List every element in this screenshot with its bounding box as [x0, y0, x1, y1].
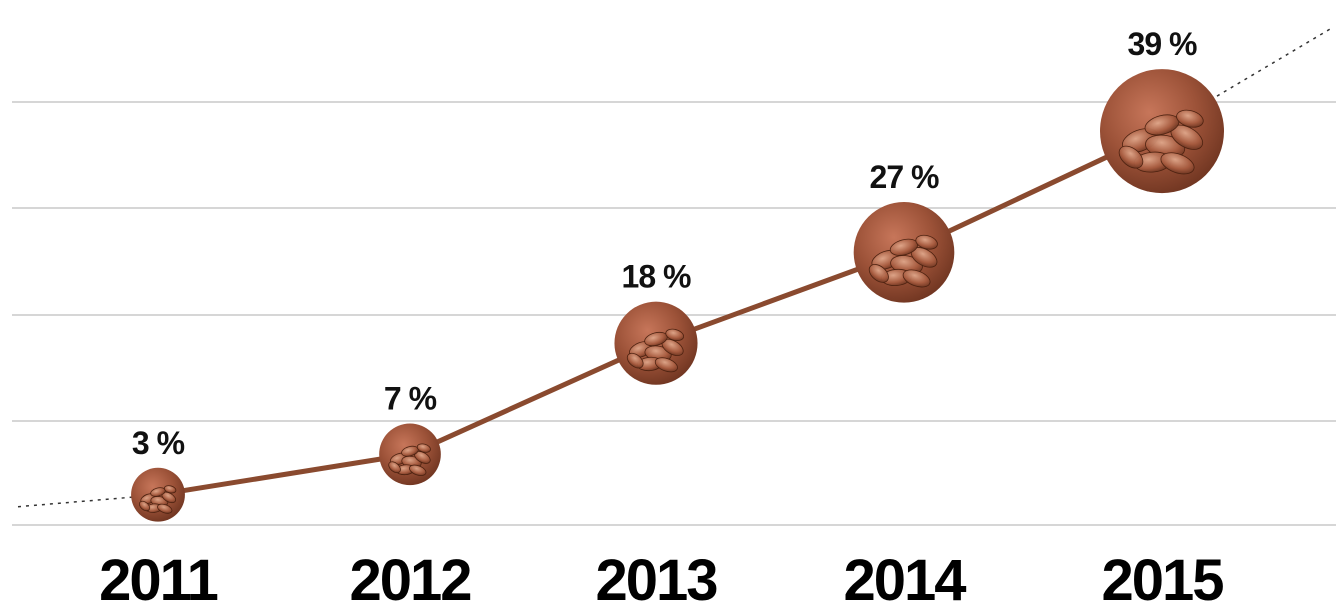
cocoa-bean-texture	[654, 357, 678, 373]
cocoa-bean-texture	[157, 503, 173, 514]
cocoa-bean-texture	[416, 443, 431, 453]
cocoa-bean-texture	[1176, 109, 1204, 128]
cocoa-bean-texture	[915, 234, 938, 250]
x-tick-label: 2013	[595, 548, 717, 610]
cocoa-bean-texture	[665, 328, 685, 342]
value-label: 18 %	[622, 259, 691, 295]
cocoa-bean-texture	[409, 464, 427, 476]
data-point-marker	[853, 201, 955, 303]
cocoa-bean-texture	[902, 269, 931, 288]
value-label: 27 %	[870, 159, 939, 195]
value-label: 7 %	[384, 380, 437, 416]
cocoa-bean-texture	[138, 500, 151, 512]
x-tick-label: 2012	[349, 548, 470, 610]
x-tick-label: 2011	[99, 548, 218, 610]
cocoa-bean-texture	[1118, 145, 1144, 169]
cocoa-bean-texture	[868, 264, 889, 283]
data-point-marker	[1100, 69, 1224, 194]
cocoa-bean-texture	[163, 485, 177, 494]
x-tick-label: 2014	[843, 548, 966, 610]
x-tick-label: 2015	[1101, 548, 1223, 610]
x-axis-labels: 2011 2012 2013 2014 2015	[99, 548, 1225, 610]
data-points	[131, 69, 1224, 522]
cocoa-bean-texture	[626, 352, 644, 369]
trend-extension-start	[17, 495, 139, 508]
value-label: 39 %	[1128, 26, 1197, 62]
cocoa-bean-texture	[1160, 152, 1195, 175]
trend-extension-end	[1216, 28, 1331, 97]
data-point-marker	[614, 301, 698, 385]
data-point-marker	[131, 467, 185, 522]
value-labels: 3 % 7 % 18 % 27 % 39 %	[132, 26, 1198, 461]
data-point-marker	[379, 423, 441, 486]
trend-extensions	[17, 28, 1331, 508]
value-label: 3 %	[132, 425, 185, 461]
cocoa-bean-texture	[388, 461, 401, 474]
